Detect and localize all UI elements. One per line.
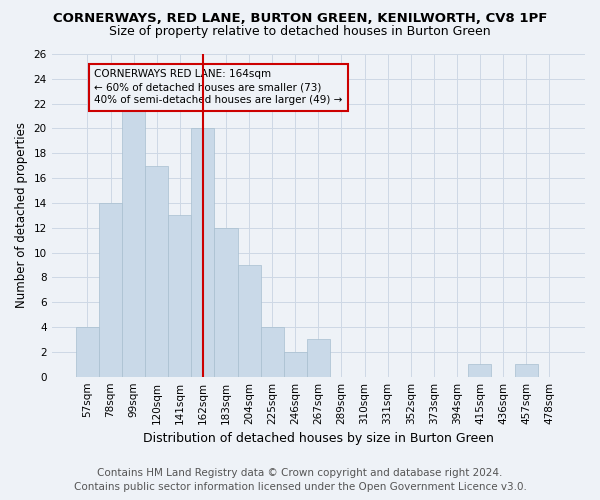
Bar: [284, 352, 307, 376]
Bar: [469, 364, 491, 376]
Bar: [260, 327, 284, 376]
Text: CORNERWAYS, RED LANE, BURTON GREEN, KENILWORTH, CV8 1PF: CORNERWAYS, RED LANE, BURTON GREEN, KENI…: [53, 12, 547, 26]
Y-axis label: Number of detached properties: Number of detached properties: [15, 122, 28, 308]
Text: CORNERWAYS RED LANE: 164sqm
← 60% of detached houses are smaller (73)
40% of sem: CORNERWAYS RED LANE: 164sqm ← 60% of det…: [94, 69, 343, 106]
Bar: [76, 327, 99, 376]
X-axis label: Distribution of detached houses by size in Burton Green: Distribution of detached houses by size …: [143, 432, 494, 445]
Bar: [191, 128, 214, 376]
Bar: [515, 364, 538, 376]
Bar: [99, 203, 122, 376]
Text: Size of property relative to detached houses in Burton Green: Size of property relative to detached ho…: [109, 25, 491, 38]
Bar: [307, 340, 330, 376]
Bar: [168, 216, 191, 376]
Bar: [145, 166, 168, 376]
Text: Contains HM Land Registry data © Crown copyright and database right 2024.
Contai: Contains HM Land Registry data © Crown c…: [74, 468, 526, 492]
Bar: [122, 104, 145, 376]
Bar: [214, 228, 238, 376]
Bar: [238, 265, 260, 376]
